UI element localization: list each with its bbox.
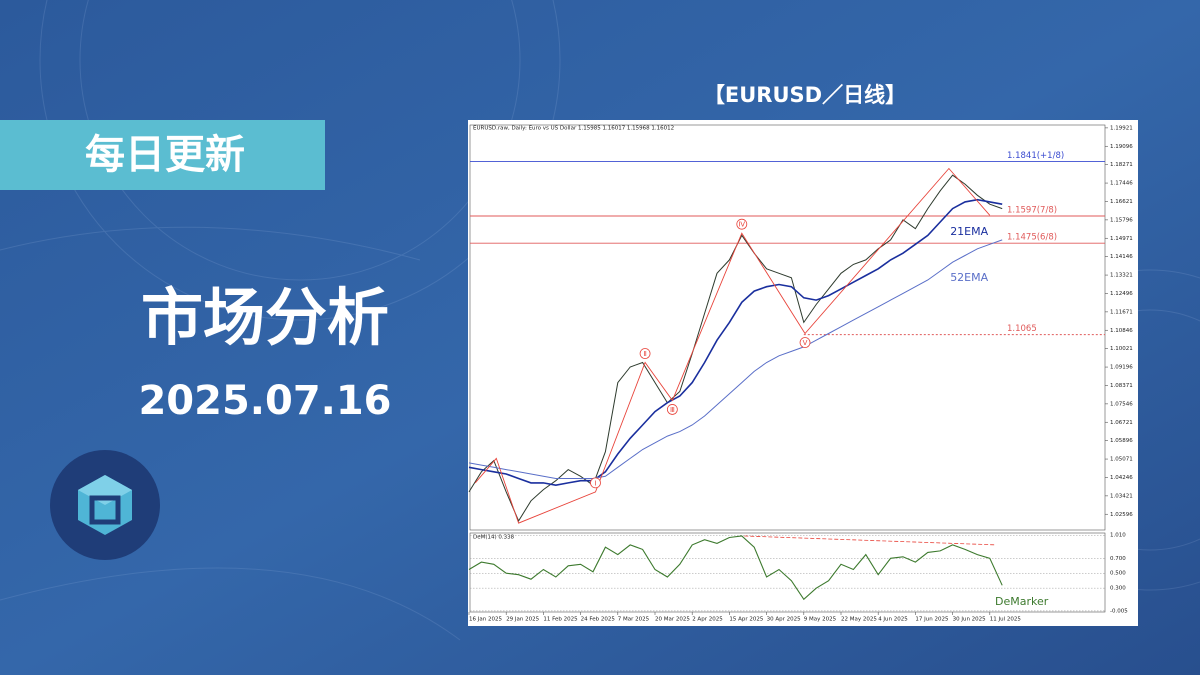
y-tick-label: 1.08371 <box>1110 383 1133 389</box>
wave-label: Ⅰ <box>594 479 596 487</box>
series-label: 21EMA <box>950 225 988 238</box>
x-tick-label: 15 Apr 2025 <box>729 617 764 623</box>
x-tick-label: 22 May 2025 <box>841 617 877 623</box>
x-tick-label: 17 Jun 2025 <box>915 617 949 623</box>
indicator-tick-label: 0.700 <box>1110 556 1126 562</box>
wave-label: Ⅳ <box>739 221 746 229</box>
y-tick-label: 1.02596 <box>1110 512 1133 518</box>
level-label: 1.1597(7/8) <box>1007 205 1057 215</box>
y-tick-label: 1.19096 <box>1110 144 1133 150</box>
x-tick-label: 20 Mar 2025 <box>655 617 690 623</box>
x-tick-label: 24 Feb 2025 <box>581 617 616 623</box>
chart-frame <box>468 120 1138 626</box>
y-tick-label: 1.06721 <box>1110 420 1133 426</box>
wave-line <box>474 167 991 524</box>
y-tick-label: 1.14971 <box>1110 236 1133 242</box>
indicator-tick-label: 1.010 <box>1110 533 1126 539</box>
indicator-name: DeMarker <box>995 595 1049 608</box>
y-tick-label: 1.13321 <box>1110 273 1133 279</box>
y-tick-label: 1.10021 <box>1110 346 1133 352</box>
y-tick-label: 1.12496 <box>1110 291 1133 297</box>
series-line <box>468 198 1003 487</box>
wave-label: Ⅲ <box>670 406 675 414</box>
indicator-line <box>468 535 1003 601</box>
wave-label: Ⅴ <box>803 339 808 347</box>
y-tick-label: 1.10846 <box>1110 328 1133 334</box>
x-tick-label: 7 Mar 2025 <box>618 617 650 623</box>
series-label: 52EMA <box>950 271 988 284</box>
date: 2025.07.16 <box>138 378 391 424</box>
x-tick-label: 29 Jan 2025 <box>506 617 539 623</box>
wave-marker <box>666 404 678 415</box>
y-tick-label: 1.17446 <box>1110 181 1133 187</box>
level-label: 1.1841(+1/8) <box>1007 151 1064 161</box>
y-tick-label: 1.05071 <box>1110 457 1133 463</box>
y-tick-label: 1.14146 <box>1110 254 1133 260</box>
x-tick-label: 2 Apr 2025 <box>692 617 723 623</box>
tag-box <box>0 120 325 190</box>
x-tick-label: 30 Apr 2025 <box>767 617 802 623</box>
headline: 市场分析 <box>141 281 389 354</box>
y-tick-label: 1.18271 <box>1110 162 1133 168</box>
y-tick-label: 1.19921 <box>1110 125 1133 131</box>
chart-title: 【EURUSD／日线】 <box>704 83 906 107</box>
y-tick-label: 1.04246 <box>1110 475 1133 481</box>
y-tick-label: 1.15796 <box>1110 217 1133 223</box>
indicator-border <box>469 532 1106 613</box>
wave-marker <box>590 477 601 489</box>
x-tick-label: 30 Jun 2025 <box>953 617 987 623</box>
x-tick-label: 16 Jan 2025 <box>469 617 502 623</box>
wave-marker <box>736 218 748 230</box>
x-tick-label: 11 Jul 2025 <box>990 617 1022 623</box>
chart-header: EURUSD.raw, Daily: Euro vs US Dollar 1.1… <box>473 126 674 132</box>
y-tick-label: 1.09196 <box>1110 365 1133 371</box>
tag: 每日更新 <box>85 132 245 178</box>
level-label: 1.1065 <box>1007 324 1037 334</box>
y-tick-label: 1.16621 <box>1110 199 1133 205</box>
y-tick-label: 1.07546 <box>1110 401 1133 407</box>
y-tick-label: 1.03421 <box>1110 493 1133 499</box>
y-tick-label: 1.05896 <box>1110 438 1133 444</box>
plot-border <box>469 124 1106 531</box>
indicator-tick-label: 0.500 <box>1110 571 1126 577</box>
wave-marker <box>639 348 651 359</box>
wave-marker <box>799 337 811 348</box>
x-tick-label: 11 Feb 2025 <box>543 617 578 623</box>
series-line <box>468 239 1003 479</box>
x-tick-label: 4 Jun 2025 <box>878 617 908 623</box>
wave-label: Ⅱ <box>643 350 646 358</box>
x-tick-label: 9 May 2025 <box>804 617 837 623</box>
indicator-header: DeM(14) 0.338 <box>473 535 515 541</box>
level-label: 1.1475(6/8) <box>1007 233 1057 243</box>
y-tick-label: 1.11671 <box>1110 309 1133 315</box>
logo <box>50 450 160 560</box>
indicator-tick-label: -0.005 <box>1110 608 1128 614</box>
indicator-tick-label: 0.300 <box>1110 586 1126 592</box>
